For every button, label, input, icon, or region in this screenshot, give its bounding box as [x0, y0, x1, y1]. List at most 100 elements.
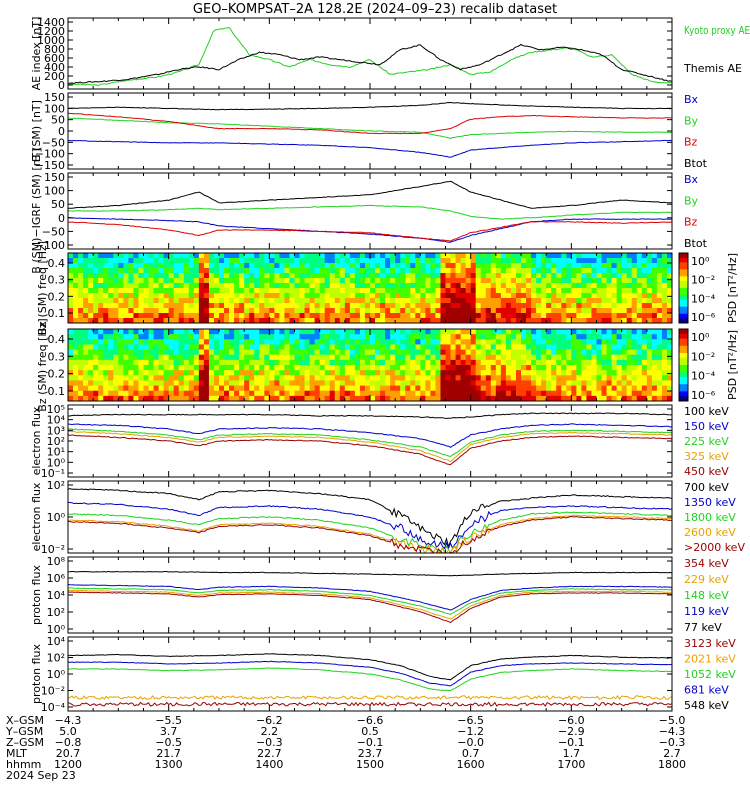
- spectrogram-cell: [475, 339, 482, 345]
- spectrogram-cell: [208, 354, 215, 361]
- spectrogram-cell: [591, 318, 597, 324]
- spectrogram-cell: [526, 258, 532, 264]
- spectrogram-cell: [68, 268, 74, 274]
- spectrogram-cell: [541, 395, 547, 402]
- spectrogram-cell: [108, 303, 114, 309]
- spectrogram-cell: [370, 329, 376, 335]
- spectrogram-cell: [304, 380, 310, 386]
- spectrogram-cell: [611, 288, 618, 294]
- spectrogram-cell: [229, 365, 235, 371]
- spectrogram-cell: [319, 339, 326, 345]
- legend-label: By: [684, 114, 699, 127]
- spectrogram-cell: [133, 339, 139, 345]
- spectrogram-cell: [163, 339, 170, 345]
- spectrogram-cell: [531, 385, 537, 392]
- spectrogram-cell: [611, 375, 618, 381]
- spectrogram-cell: [445, 385, 451, 392]
- spectrogram-cell: [485, 365, 492, 371]
- spectrogram-cell: [254, 395, 260, 402]
- colorbar-segment: [679, 260, 688, 263]
- spectrogram-cell: [148, 288, 154, 294]
- spectrogram-cell: [460, 349, 467, 356]
- spectrogram-cell: [138, 318, 144, 324]
- y-tick-label: 0.4: [48, 257, 66, 270]
- spectrogram-cell: [440, 293, 446, 299]
- spectrogram-cell: [430, 395, 436, 402]
- spectrogram-cell: [304, 385, 310, 392]
- y-tick-label: 10⁰: [47, 511, 66, 524]
- spectrogram-cell: [148, 349, 154, 356]
- spectrogram-cell: [314, 385, 321, 392]
- spectrogram-cell: [118, 395, 124, 402]
- spectrogram-cell: [405, 390, 411, 397]
- spectrogram-cell: [495, 288, 502, 294]
- spectrogram-cell: [88, 298, 94, 304]
- spectrogram-cell: [294, 288, 300, 294]
- spectrogram-cell: [249, 339, 255, 345]
- y-tick-label: −100: [35, 239, 65, 252]
- spectrogram-cell: [78, 349, 84, 356]
- spectrogram-cell: [385, 263, 391, 269]
- spectrogram-cell: [213, 354, 220, 361]
- spectrogram-cell: [103, 344, 109, 350]
- spectrogram-cell: [571, 268, 577, 274]
- spectrogram-cell: [400, 354, 406, 361]
- spectrogram-cell: [168, 375, 175, 381]
- spectrogram-cell: [450, 375, 456, 381]
- spectrogram-cell: [621, 329, 628, 335]
- spectrogram-cell: [183, 318, 190, 324]
- spectrogram-cell: [83, 278, 89, 284]
- spectrogram-cell: [289, 268, 295, 274]
- spectrogram-cell: [299, 283, 305, 289]
- spectrogram-cell: [329, 293, 336, 299]
- spectrogram-cell: [304, 283, 310, 289]
- colorbar-segment: [679, 341, 688, 344]
- spectrogram-cell: [531, 365, 537, 371]
- spectrogram-cell: [188, 268, 195, 274]
- series-line: [67, 570, 673, 577]
- spectrogram-cell: [299, 303, 305, 309]
- spectrogram-cell: [123, 308, 129, 314]
- spectrogram-cell: [410, 354, 416, 361]
- spectrogram-cell: [68, 334, 74, 340]
- spectrogram-cell: [244, 359, 250, 366]
- spectrogram-cell: [591, 258, 597, 264]
- spectrogram-cell: [103, 359, 109, 366]
- spectrogram-cell: [309, 344, 316, 350]
- spectrogram-cell: [626, 349, 633, 356]
- spectrogram-cell: [621, 395, 628, 402]
- spectrogram-cell: [208, 349, 215, 356]
- spectrogram-cell: [480, 313, 487, 319]
- x-row-value: −6.2: [256, 714, 283, 727]
- spectrogram-cell: [380, 375, 386, 381]
- spectrogram-cell: [586, 329, 592, 335]
- spectrogram-cell: [410, 318, 416, 324]
- legend-label: Btot: [684, 237, 708, 250]
- spectrogram-cell: [279, 308, 285, 314]
- spectrogram-cell: [420, 288, 426, 294]
- spectrogram-cell: [566, 390, 572, 397]
- spectrogram-cell: [505, 258, 512, 264]
- legend-label: 77 keV: [684, 621, 722, 634]
- spectrogram-cell: [440, 395, 446, 402]
- spectrogram-cell: [430, 329, 436, 335]
- spectrogram-cell: [656, 329, 663, 335]
- spectrogram-cell: [143, 303, 149, 309]
- spectrogram-cell: [370, 298, 376, 304]
- spectrogram-cell: [465, 318, 472, 324]
- spectrogram-cell: [415, 258, 421, 264]
- spectrogram-cell: [661, 365, 668, 371]
- spectrogram-cell: [148, 354, 154, 361]
- spectrogram-cell: [566, 293, 572, 299]
- spectrogram-cell: [370, 308, 376, 314]
- spectrogram-cell: [375, 293, 381, 299]
- colorbar-segment: [679, 365, 688, 368]
- spectrogram-cell: [309, 278, 316, 284]
- spectrogram-cell: [304, 339, 310, 345]
- spectrogram-cell: [415, 375, 421, 381]
- spectrogram-cell: [470, 334, 477, 340]
- spectrogram-cell: [193, 359, 200, 366]
- spectrogram-cell: [73, 308, 79, 314]
- spectrogram-cell: [596, 268, 602, 274]
- spectrogram-cell: [450, 268, 456, 274]
